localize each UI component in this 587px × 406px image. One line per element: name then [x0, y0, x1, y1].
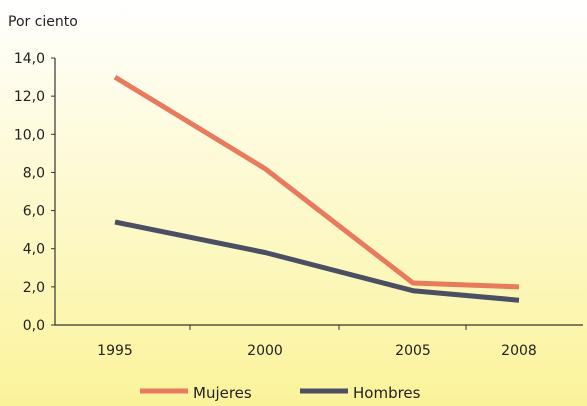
series-line-mujeres	[113, 74, 520, 290]
x-tick-label: 2008	[501, 343, 537, 359]
y-tick-label: 6,0	[23, 204, 45, 220]
y-tick-label: 4,0	[23, 242, 45, 258]
x-tick-label: 2000	[247, 343, 283, 359]
y-tick-label: 0,0	[23, 318, 45, 334]
x-tick-label: 2005	[395, 343, 431, 359]
y-tick-label: 8,0	[23, 165, 45, 181]
y-tick-label: 10,0	[14, 127, 45, 143]
legend-label-mujeres: Mujeres	[193, 384, 252, 402]
series-layer	[113, 74, 520, 303]
x-axis: 1995 2000 2005 2008	[55, 324, 583, 359]
x-tick-label: 1995	[97, 343, 133, 359]
y-tick-label: 14,0	[14, 51, 45, 67]
y-tick-label: 2,0	[23, 280, 45, 296]
legend-label-hombres: Hombres	[353, 384, 421, 402]
y-tick-label: 12,0	[14, 89, 45, 105]
legend: Mujeres Hombres	[140, 384, 421, 402]
y-axis-unit-label: Por ciento	[8, 14, 78, 30]
series-line-hombres	[114, 219, 520, 303]
y-axis: 0,0 2,0 4,0 6,0 8,0 10,0 12,0 14,0	[14, 51, 56, 334]
